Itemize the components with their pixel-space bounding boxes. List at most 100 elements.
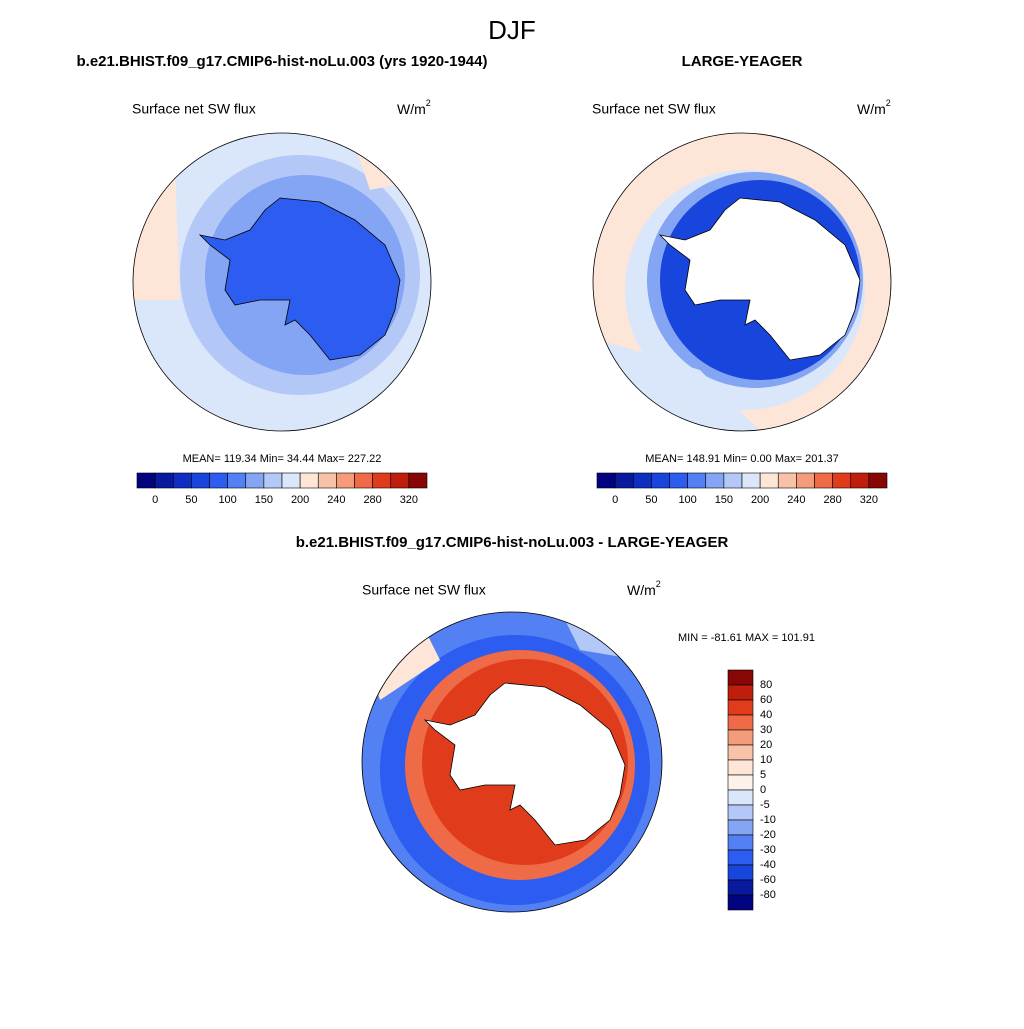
colorbar-box [727, 774, 754, 791]
colorbar-label: 320 [400, 494, 418, 506]
panel-subtitle: Surface net SW flux [132, 101, 256, 117]
map [362, 612, 662, 912]
colorbar-label: 100 [678, 494, 696, 506]
map-border [592, 132, 892, 432]
colorbar-label: -80 [760, 889, 776, 901]
colorbar-label: 50 [185, 494, 197, 506]
colorbar-box [408, 472, 428, 489]
colorbar-box [727, 669, 754, 686]
colorbar-box [614, 472, 634, 489]
colorbar-box [727, 849, 754, 866]
units-exponent: 2 [656, 579, 661, 589]
panel-subtitle: Surface net SW flux [592, 101, 716, 117]
stats: MEAN= 119.34 Min= 34.44 Max= 227.22 [183, 453, 382, 465]
units-exponent: 2 [426, 98, 431, 108]
colorbar-box [727, 789, 754, 806]
colorbar-label: 60 [760, 694, 772, 706]
colorbar-label: 0 [612, 494, 618, 506]
colorbar-box [596, 472, 616, 489]
colorbar-box [281, 472, 301, 489]
colorbar-box [727, 834, 754, 851]
colorbar-box [727, 894, 754, 911]
colorbar-label: 20 [760, 739, 772, 751]
colorbar-box [136, 472, 156, 489]
colorbar-box [154, 472, 174, 489]
colorbar-box [727, 684, 754, 701]
stats: MEAN= 148.91 Min= 0.00 Max= 201.37 [645, 453, 839, 465]
colorbar-label: -30 [760, 844, 776, 856]
colorbar-box [372, 472, 392, 489]
colorbar-label: 0 [760, 784, 766, 796]
colorbar-box [191, 472, 210, 489]
colorbar-box [727, 819, 754, 836]
colorbar-box [727, 759, 754, 776]
colorbar-box [705, 472, 725, 489]
colorbar-label: 200 [751, 494, 769, 506]
units: W/m2 [627, 579, 661, 597]
colorbar-label: 240 [327, 494, 345, 506]
colorbar-label: -40 [760, 859, 776, 871]
colorbar-label: 150 [715, 494, 733, 506]
units-text: W/m [857, 101, 886, 117]
colorbar-label: 0 [152, 494, 158, 506]
colorbar-box [651, 472, 670, 489]
stats: MIN = -81.61 MAX = 101.91 [678, 632, 815, 644]
colorbar-label: 100 [218, 494, 236, 506]
colorbar-box [796, 472, 815, 489]
colorbar-label: 320 [860, 494, 878, 506]
colorbar-box [336, 472, 355, 489]
colorbar-label: 280 [363, 494, 381, 506]
colorbar-box [727, 699, 754, 716]
colorbar-box [868, 472, 888, 489]
colorbar-box [727, 729, 754, 746]
colorbar-box [354, 472, 373, 489]
colorbar-box [263, 472, 283, 489]
map [593, 133, 891, 431]
colorbar-box [390, 472, 410, 489]
colorbar-label: 200 [291, 494, 309, 506]
map-border [361, 611, 663, 913]
colorbar-box [172, 472, 192, 489]
colorbar-box [850, 472, 870, 489]
colorbar-box [669, 472, 688, 489]
colorbar-box [687, 472, 707, 489]
colorbar-label: 150 [255, 494, 273, 506]
colorbar-label: -60 [760, 874, 776, 886]
colorbar-box [832, 472, 852, 489]
colorbar-box [727, 744, 754, 761]
colorbar-box [814, 472, 833, 489]
colorbar-box [227, 472, 247, 489]
colorbar-box [759, 472, 779, 489]
colorbar-box [741, 472, 761, 489]
colorbar-label: 30 [760, 724, 772, 736]
colorbar-box [209, 472, 228, 489]
colorbar-box [632, 472, 652, 489]
colorbar-box [727, 879, 754, 896]
colorbar-label: 40 [760, 709, 772, 721]
units-text: W/m [627, 582, 656, 598]
panel-title: LARGE-YEAGER [682, 53, 803, 70]
colorbar-box [299, 472, 319, 489]
colorbar-label: -10 [760, 814, 776, 826]
figure-title: DJF [488, 15, 536, 45]
colorbar-label: 5 [760, 769, 766, 781]
colorbar-box [727, 804, 754, 821]
colorbar-label: 240 [787, 494, 805, 506]
colorbar-label: 280 [823, 494, 841, 506]
units-text: W/m [397, 101, 426, 117]
colorbar-box [727, 714, 754, 731]
units-exponent: 2 [886, 98, 891, 108]
map [133, 133, 431, 431]
colorbar-box [245, 472, 265, 489]
colorbar-label: 10 [760, 754, 772, 766]
panel-subtitle: Surface net SW flux [362, 582, 486, 598]
map-border [132, 132, 432, 432]
colorbar-box [723, 472, 743, 489]
colorbar-box [777, 472, 797, 489]
colorbar-label: -5 [760, 799, 770, 811]
colorbar-label: 50 [645, 494, 657, 506]
panel-title: b.e21.BHIST.f09_g17.CMIP6-hist-noLu.003 … [296, 534, 729, 551]
panel-title: b.e21.BHIST.f09_g17.CMIP6-hist-noLu.003 … [77, 53, 488, 70]
colorbar-label: 80 [760, 679, 772, 691]
